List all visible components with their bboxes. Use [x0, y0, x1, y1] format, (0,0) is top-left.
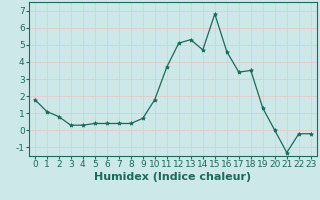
- X-axis label: Humidex (Indice chaleur): Humidex (Indice chaleur): [94, 172, 252, 182]
